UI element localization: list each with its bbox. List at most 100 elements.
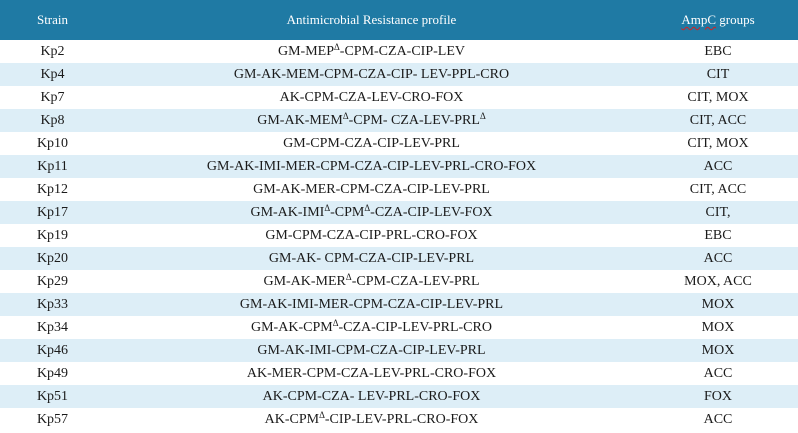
profile-text: -CZA-CIP-LEV-PRL-CRO	[338, 320, 492, 335]
delta-marker: Δ	[342, 111, 349, 121]
profile-text: GM-AK-MER	[263, 274, 346, 289]
table-row: Kp7 AK-CPM-CZA-LEV-CRO-FOX CIT, MOX	[0, 86, 798, 109]
delta-marker: Δ	[319, 410, 325, 420]
profile-text: GM-MEP	[277, 44, 334, 59]
profile-text: GM-AK-MEM-CPM-CZA-CIP- LEV-PPL-CRO	[233, 67, 510, 82]
delta-marker: Δ	[479, 111, 486, 121]
delta-marker: Δ	[324, 203, 331, 213]
strain-cell: Kp20	[36, 251, 69, 266]
table-header: Strain Antimicrobial Resistance profile …	[0, 0, 798, 40]
table-row: Kp4 GM-AK-MEM-CPM-CZA-CIP- LEV-PPL-CRO CIT	[0, 63, 798, 86]
table-row: Kp12 GM-AK-MER-CPM-CZA-CIP-LEV-PRL CIT, AC…	[0, 178, 798, 201]
strain-cell: Kp34	[36, 320, 69, 335]
profile-text: AK-CPM-CZA- LEV-PRL-CRO-FOX	[262, 389, 481, 404]
profile-text: GM-AK- CPM-CZA-CIP-LEV-PRL	[268, 251, 475, 266]
strain-cell: Kp7	[40, 90, 65, 105]
strain-cell: Kp19	[36, 228, 69, 243]
profile-text: GM-AK-IMI-MER-CPM-CZA-CIP-LEV-PRL	[239, 297, 504, 312]
profile-text: GM-AK-MEM	[257, 113, 343, 128]
profile-cell: GM-AK-MERΔ-CPM-CZA-LEV-PRL	[105, 270, 638, 293]
table-body: Kp2 GM-MEPΔ-CPM-CZA-CIP-LEV EBC Kp4 GM-AK-ME…	[0, 40, 798, 431]
profile-text: -CZA-CIP-LEV-FOX	[370, 205, 493, 220]
profile-cell: AK-CPMΔ-CIP-LEV-PRL-CRO-FOX	[105, 408, 638, 431]
table-row: Kp20 GM-AK- CPM-CZA-CIP-LEV-PRL ACC	[0, 247, 798, 270]
ampc-cell: FOX	[703, 389, 732, 404]
profile-cell: GM-AK-IMI-CPM-CZA-CIP-LEV-PRL	[105, 339, 638, 362]
ampc-cell: CIT	[706, 67, 730, 82]
table-row: Kp33 GM-AK-IMI-MER-CPM-CZA-CIP-LEV-PRL MOX	[0, 293, 798, 316]
header-profile: Antimicrobial Resistance profile	[286, 12, 457, 27]
strain-cell: Kp12	[36, 182, 69, 197]
table-row: Kp49 AK-MER-CPM-CZA-LEV-PRL-CRO-FOX ACC	[0, 362, 798, 385]
profile-text: AK-CPM	[264, 412, 320, 427]
ampc-cell: EBC	[704, 228, 732, 243]
ampc-cell: MOX	[701, 320, 735, 335]
ampc-cell: ACC	[703, 159, 733, 174]
ampc-cell: CIT, MOX	[687, 136, 749, 151]
strain-cell: Kp33	[36, 297, 69, 312]
table-row: Kp10 GM-CPM-CZA-CIP-LEV-PRL CIT, MOX	[0, 132, 798, 155]
strain-cell: Kp10	[36, 136, 69, 151]
table-row: Kp2 GM-MEPΔ-CPM-CZA-CIP-LEV EBC	[0, 40, 798, 63]
strain-cell: Kp2	[40, 44, 65, 59]
header-strain: Strain	[36, 12, 69, 27]
ampc-cell: MOX, ACC	[684, 274, 752, 289]
profile-text: -CIP-LEV-PRL-CRO-FOX	[324, 412, 479, 427]
profile-text: GM-AK-MER-CPM-CZA-CIP-LEV-PRL	[253, 182, 490, 197]
profile-cell: GM-AK-IMIΔ-CPMΔ-CZA-CIP-LEV-FOX	[105, 201, 638, 224]
header-ampc-groups: AmpC groups	[638, 0, 798, 40]
strain-cell: Kp51	[36, 389, 69, 404]
ampc-cell: ACC	[703, 366, 733, 381]
delta-marker: Δ	[364, 203, 371, 213]
ampc-cell: CIT, ACC	[689, 182, 747, 197]
strain-cell: Kp49	[36, 366, 69, 381]
ampc-cell: CIT, MOX	[687, 90, 749, 105]
profile-cell: GM-AK-IMI-MER-CPM-CZA-CIP-LEV-PRL	[105, 293, 638, 316]
profile-cell: GM-AK- CPM-CZA-CIP-LEV-PRL	[105, 247, 638, 270]
profile-cell: GM-AK-MER-CPM-CZA-CIP-LEV-PRL	[105, 178, 638, 201]
profile-cell: AK-CPM-CZA- LEV-PRL-CRO-FOX	[105, 385, 638, 408]
profile-text: AK-MER-CPM-CZA-LEV-PRL-CRO-FOX	[246, 366, 497, 381]
profile-cell: GM-AK-IMI-MER-CPM-CZA-CIP-LEV-PRL-CRO-FO…	[105, 155, 638, 178]
profile-text: GM-CPM-CZA-CIP-PRL-CRO-FOX	[265, 228, 478, 243]
strain-cell: Kp11	[37, 159, 68, 174]
profile-text: GM-AK-IMI	[250, 205, 325, 220]
table-row: Kp11 GM-AK-IMI-MER-CPM-CZA-CIP-LEV-PRL-CR…	[0, 155, 798, 178]
table-row: Kp57 AK-CPMΔ-CIP-LEV-PRL-CRO-FOX ACC	[0, 408, 798, 431]
table-row: Kp19 GM-CPM-CZA-CIP-PRL-CRO-FOX EBC	[0, 224, 798, 247]
ampc-cell: CIT,	[705, 205, 731, 220]
profile-cell: GM-AK-MEM-CPM-CZA-CIP- LEV-PPL-CRO	[105, 63, 638, 86]
ampc-cell: EBC	[704, 44, 732, 59]
ampc-cell: ACC	[703, 251, 733, 266]
profile-text: GM-AK-CPM	[251, 320, 333, 335]
profile-text: AK-CPM-CZA-LEV-CRO-FOX	[279, 90, 464, 105]
profile-text: -CPM-CZA-LEV-PRL	[351, 274, 480, 289]
profile-cell: AK-MER-CPM-CZA-LEV-PRL-CRO-FOX	[105, 362, 638, 385]
strain-cell: Kp57	[36, 412, 69, 427]
delta-marker: Δ	[333, 42, 340, 52]
table-row: Kp51 AK-CPM-CZA- LEV-PRL-CRO-FOX FOX	[0, 385, 798, 408]
ampc-cell: CIT, ACC	[689, 113, 747, 128]
strain-cell: Kp17	[36, 205, 69, 220]
table-row: Kp17 GM-AK-IMIΔ-CPMΔ-CZA-CIP-LEV-FOX CIT,	[0, 201, 798, 224]
table-row: Kp29 GM-AK-MERΔ-CPM-CZA-LEV-PRL MOX, ACC	[0, 270, 798, 293]
table-row: Kp8 GM-AK-MEMΔ-CPM- CZA-LEV-PRLΔ CIT, ACC	[0, 109, 798, 132]
profile-cell: GM-AK-CPMΔ-CZA-CIP-LEV-PRL-CRO	[105, 316, 638, 339]
profile-text: GM-AK-IMI-MER-CPM-CZA-CIP-LEV-PRL-CRO-FO…	[206, 159, 537, 174]
header-row: Strain Antimicrobial Resistance profile …	[0, 0, 798, 40]
table-row: Kp34 GM-AK-CPMΔ-CZA-CIP-LEV-PRL-CRO MOX	[0, 316, 798, 339]
profile-cell: GM-AK-MEMΔ-CPM- CZA-LEV-PRLΔ	[105, 109, 638, 132]
profile-cell: GM-CPM-CZA-CIP-LEV-PRL	[105, 132, 638, 155]
strain-cell: Kp4	[40, 67, 65, 82]
delta-marker: Δ	[345, 272, 352, 282]
header-ampc-rest: groups	[716, 12, 755, 27]
strain-cell: Kp46	[36, 343, 69, 358]
ampc-cell: MOX	[701, 297, 735, 312]
strain-cell: Kp8	[40, 113, 65, 128]
profile-text: -CPM	[330, 205, 365, 220]
profile-cell: AK-CPM-CZA-LEV-CRO-FOX	[105, 86, 638, 109]
delta-marker: Δ	[332, 318, 339, 328]
profile-cell: GM-CPM-CZA-CIP-PRL-CRO-FOX	[105, 224, 638, 247]
profile-text: GM-CPM-CZA-CIP-LEV-PRL	[283, 136, 460, 151]
